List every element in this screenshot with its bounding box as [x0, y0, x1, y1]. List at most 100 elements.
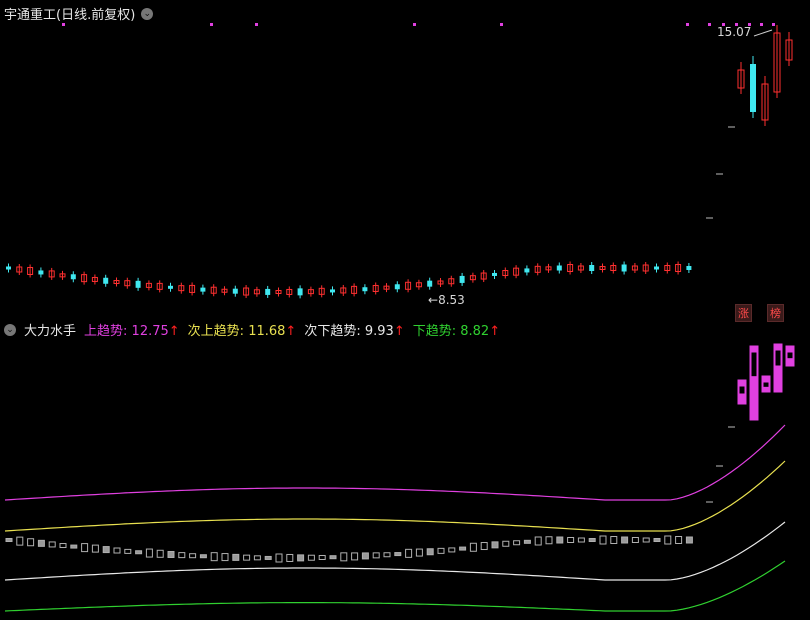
indicator-bar	[167, 550, 175, 558]
indicator-bar	[199, 554, 207, 559]
candle-down	[168, 285, 173, 289]
sub-up-trend-item: 次上趋势: 11.68↑	[187, 324, 297, 339]
indicator-bar	[135, 550, 143, 555]
indicator-bar	[675, 536, 683, 544]
candle-down	[6, 266, 11, 270]
indicator-bar	[124, 548, 132, 554]
candle-down	[394, 284, 400, 290]
indicator-bar	[329, 555, 337, 560]
indicator-bar	[16, 536, 24, 546]
zhang-badge[interactable]: 涨	[735, 304, 752, 322]
indicator-bar	[243, 554, 251, 561]
candle-up	[737, 69, 745, 89]
indicator-bar	[405, 548, 413, 558]
signal-dot	[255, 23, 258, 26]
candle-up	[502, 270, 509, 277]
candle-down	[38, 270, 44, 275]
indicator-bar-magenta	[773, 343, 783, 393]
candle-up	[372, 284, 379, 292]
candle-up	[124, 280, 131, 287]
candle-up	[480, 272, 487, 280]
signal-dot	[210, 23, 213, 26]
trend-lines	[4, 424, 786, 612]
candle-up	[243, 287, 250, 296]
sub-up-trend-line	[4, 460, 786, 532]
chart-header: 宇通重工(日线.前复权) ⌄	[4, 4, 154, 23]
indicator-bar	[210, 552, 218, 562]
indicator-bar	[631, 537, 639, 543]
indicator-bar	[523, 539, 531, 544]
indicator-bar	[469, 542, 477, 552]
indicator-bar	[221, 553, 229, 562]
indicator-bar	[448, 547, 456, 553]
signal-dot	[722, 23, 725, 26]
candle-up	[81, 274, 88, 283]
chevron-down-icon[interactable]: ⌄	[4, 323, 16, 336]
indicator-bar	[361, 552, 369, 560]
indicator-bars	[5, 343, 795, 563]
sub-up-trend-value: 11.68	[248, 324, 286, 339]
high-pointer	[753, 29, 773, 37]
candle-up	[253, 289, 260, 295]
indicator-bar	[113, 547, 121, 554]
candle-up	[318, 287, 325, 295]
candle-down	[70, 274, 76, 280]
candle-down	[232, 288, 238, 294]
candle-up	[307, 289, 314, 295]
indicator-bar	[81, 543, 89, 553]
up-trend-line	[4, 424, 786, 501]
main-candlesticks	[6, 25, 793, 299]
candle-down	[362, 287, 368, 292]
bang-badge[interactable]: 榜	[767, 304, 784, 322]
signal-dot	[62, 23, 65, 26]
candle-up	[145, 282, 152, 288]
indicator-bar	[178, 552, 186, 559]
axis-ticks	[706, 126, 735, 503]
candle-down	[621, 264, 627, 272]
indicator-bar	[5, 538, 13, 542]
candle-down	[103, 277, 109, 284]
indicator-bar	[70, 544, 78, 549]
candle-down	[459, 275, 465, 283]
candle-down	[556, 265, 562, 271]
candle-up	[761, 83, 769, 121]
candle-up	[189, 284, 196, 293]
indicator-bar	[642, 537, 650, 543]
indicator-bar	[577, 537, 585, 543]
candle-up	[178, 285, 185, 292]
indicator-bar-inner	[738, 385, 746, 395]
candle-up	[113, 280, 120, 285]
candle-up	[448, 278, 455, 285]
candle-up	[286, 288, 293, 295]
candle-down	[135, 280, 141, 288]
candle-up	[405, 281, 412, 290]
indicator-bar	[556, 536, 564, 544]
indicator-bar	[588, 538, 596, 542]
indicator-bar	[394, 552, 402, 557]
candle-up	[275, 289, 282, 294]
candle-down	[654, 266, 659, 270]
indicator-bar	[253, 555, 261, 561]
indicator-bar	[351, 552, 359, 561]
stock-title: 宇通重工(日线.前复权)	[4, 8, 136, 23]
chevron-down-icon[interactable]: ⌄	[141, 7, 154, 20]
indicator-bar	[59, 543, 67, 549]
candle-down	[200, 287, 206, 292]
candle-up	[383, 285, 390, 290]
indicator-bar	[297, 554, 305, 562]
candle-up	[534, 265, 541, 273]
indicator-bar	[340, 552, 348, 562]
indicator-bar	[145, 548, 153, 558]
candle-down	[297, 288, 303, 296]
candle-up	[221, 288, 228, 293]
signal-dot	[413, 23, 416, 26]
sub-down-trend-line	[4, 521, 786, 581]
indicator-bar	[232, 553, 240, 561]
indicator-bar	[567, 537, 575, 543]
candle-up	[642, 264, 649, 272]
candle-up	[210, 286, 217, 294]
indicator-bar	[653, 538, 661, 542]
indicator-bar	[372, 552, 380, 559]
candle-down	[750, 64, 756, 112]
